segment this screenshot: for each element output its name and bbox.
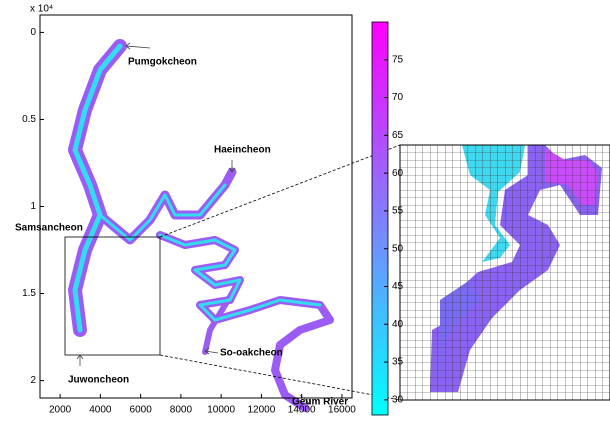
- x-tick-label: 16000: [328, 405, 356, 416]
- x-tick-label: 8000: [170, 405, 193, 416]
- x-tick-label: 14000: [288, 405, 316, 416]
- annotation: Haeincheon: [214, 145, 271, 156]
- x-tick-label: 4000: [89, 405, 112, 416]
- figure: x 10⁴ Pumgokcheon Haeincheon Samsancheon…: [0, 0, 610, 430]
- colorbar-tick-label: 65: [392, 130, 404, 141]
- annotation: So-oakcheon: [220, 348, 283, 359]
- y-exponent: x 10⁴: [30, 4, 53, 15]
- colorbar-tick-label: 50: [392, 243, 404, 254]
- zoom-line: [160, 145, 400, 237]
- annotation: Pumgokcheon: [128, 57, 197, 68]
- annotation: Juwoncheon: [68, 375, 129, 386]
- y-tick-label: 1.5: [22, 288, 36, 299]
- y-tick-label: 2: [30, 375, 36, 386]
- colorbar-tick-label: 35: [392, 357, 404, 368]
- y-tick-label: 1: [30, 201, 36, 212]
- x-tick-label: 10000: [207, 405, 235, 416]
- colorbar: [372, 22, 388, 415]
- annotation: Samsancheon: [15, 223, 83, 234]
- colorbar-tick-label: 40: [392, 319, 404, 330]
- inset: [400, 145, 610, 400]
- colorbar-tick-label: 75: [392, 54, 404, 65]
- colorbar-tick-label: 30: [392, 395, 404, 406]
- x-tick-label: 6000: [130, 405, 153, 416]
- y-tick-label: 0.5: [22, 114, 36, 125]
- x-tick-label: 2000: [49, 405, 72, 416]
- colorbar-tick-label: 60: [392, 168, 404, 179]
- y-tick-label: 0: [30, 27, 36, 38]
- colorbar-tick-label: 45: [392, 281, 404, 292]
- plot-frame: [40, 15, 352, 398]
- x-tick-label: 12000: [248, 405, 276, 416]
- colorbar-tick-label: 70: [392, 92, 404, 103]
- river: [75, 46, 330, 408]
- colorbar-tick-label: 55: [392, 206, 404, 217]
